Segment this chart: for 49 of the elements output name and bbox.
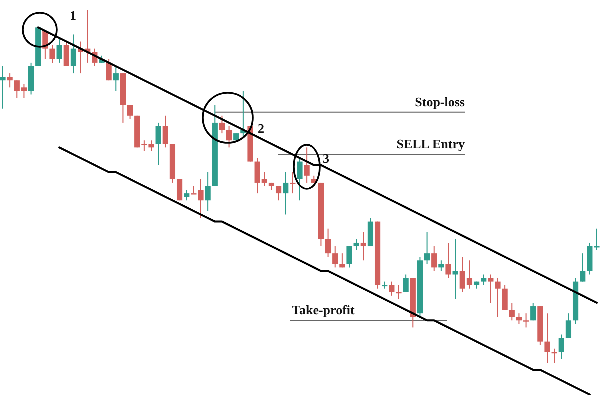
candlestick (446, 242, 452, 279)
candlestick (488, 274, 494, 304)
candlestick (389, 281, 395, 296)
candlestick (304, 147, 310, 184)
candlestick (64, 41, 70, 67)
candlestick (346, 246, 352, 268)
candlestick (509, 302, 515, 322)
candlestick (424, 232, 430, 265)
candlestick (523, 313, 530, 328)
candlestick (495, 278, 501, 318)
candlestick (226, 126, 232, 148)
candlestick (580, 253, 586, 282)
candlestick (438, 260, 444, 272)
candlestick (403, 274, 409, 293)
candlestick (0, 66, 6, 110)
candlestick (481, 274, 487, 286)
candlestick (127, 104, 134, 120)
candlestick (360, 232, 366, 262)
annotation: 3 (323, 151, 330, 166)
candlestick (276, 186, 282, 202)
annotation: 2 (258, 121, 264, 136)
candlestick (7, 73, 13, 88)
candlestick (544, 313, 550, 364)
candlestick (283, 172, 289, 216)
ref-line-label: Take-profit (292, 302, 356, 318)
candlestick (452, 238, 458, 300)
candlestick (219, 115, 226, 134)
candlestick (56, 38, 62, 64)
candlestick (156, 122, 162, 166)
candlestick (162, 115, 168, 148)
candlestick (113, 66, 119, 92)
candlestick (340, 253, 346, 268)
ref-line-label: Stop-loss (415, 94, 465, 110)
candlestick (70, 34, 77, 74)
candlestick (432, 246, 438, 272)
candlestick (530, 302, 536, 322)
candlestick (184, 190, 190, 202)
candlestick (332, 246, 338, 268)
candlestick (354, 238, 360, 251)
annotation: 1 (70, 8, 76, 23)
candlestick (205, 172, 211, 212)
candlestick (502, 284, 508, 311)
candlestick (50, 44, 56, 64)
candlestick (325, 228, 332, 258)
candlestick (566, 313, 572, 339)
candlestick (516, 313, 522, 325)
ref-line-label: SELL Entry (396, 136, 466, 152)
candlestick (297, 158, 303, 202)
candlestick (558, 334, 564, 360)
